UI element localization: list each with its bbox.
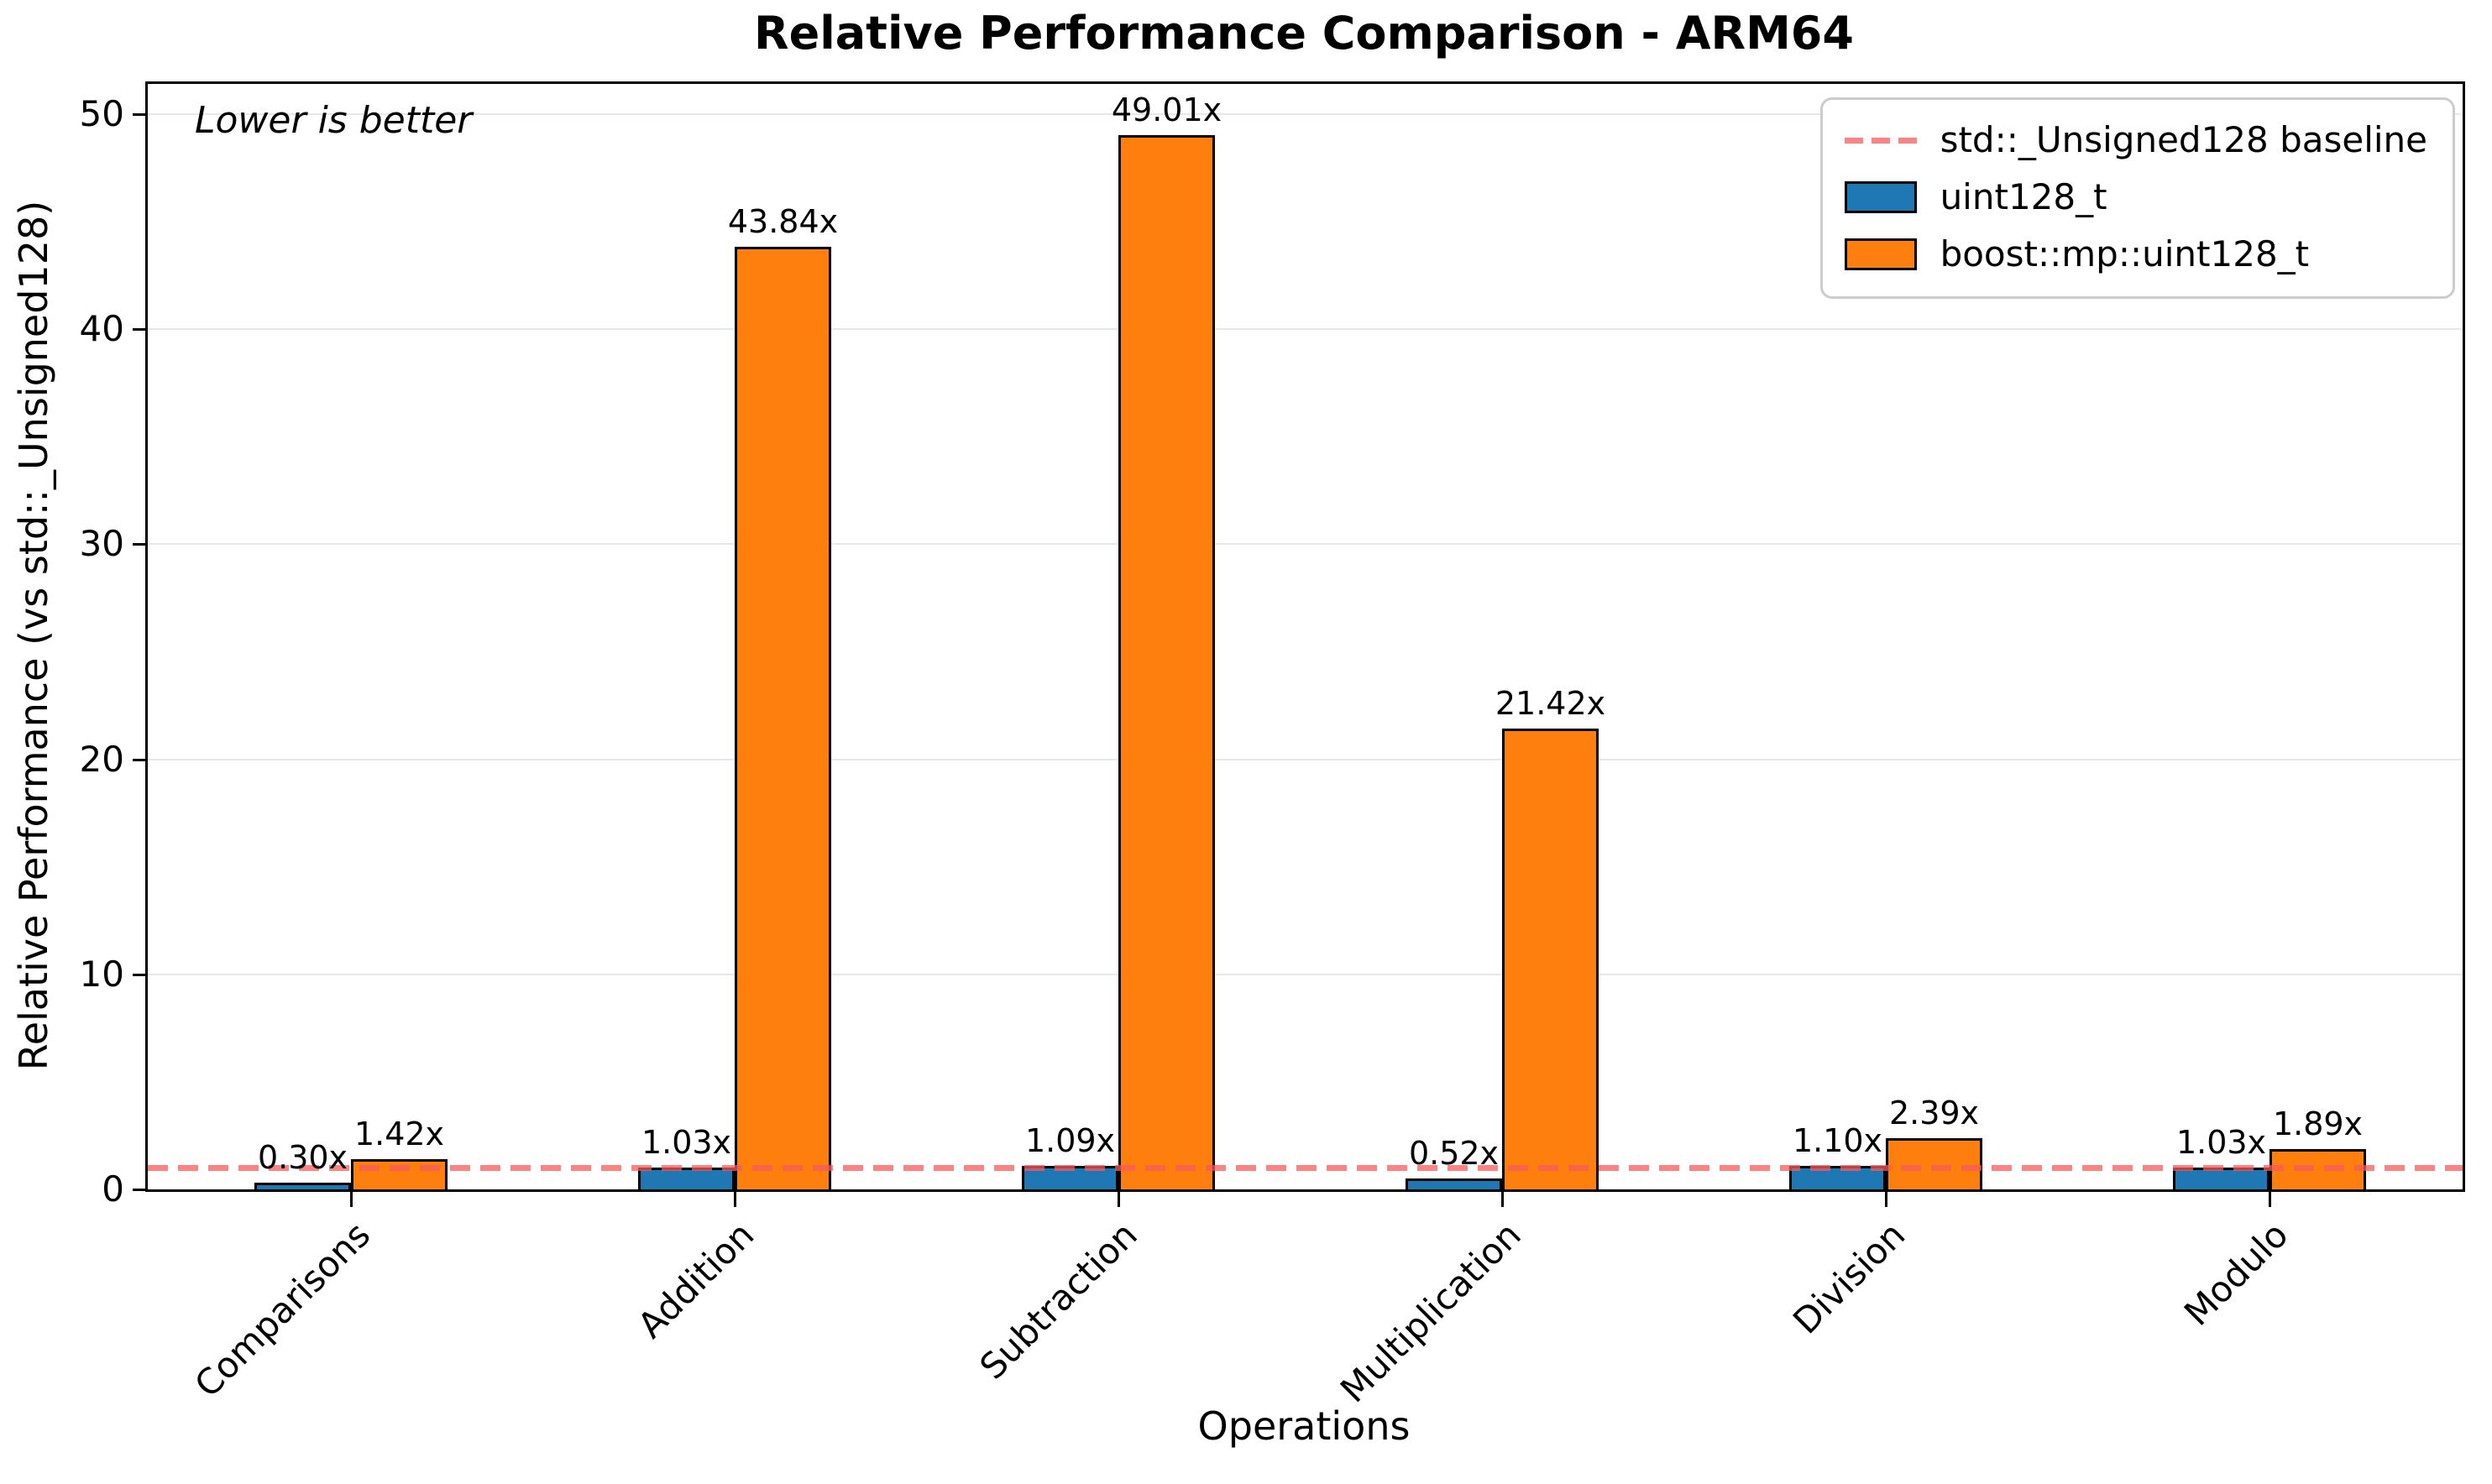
y-tick (133, 973, 148, 976)
y-tick (133, 758, 148, 761)
legend-item: std::_Unsigned128 baseline (1844, 118, 2427, 162)
x-tick (1885, 1192, 1887, 1207)
y-tick (133, 328, 148, 332)
y-tick-label: 50 (79, 92, 124, 134)
bar-value-label: 1.03x (641, 1123, 732, 1161)
x-tick (2269, 1192, 2271, 1207)
y-tick-label: 20 (79, 738, 124, 780)
gridline (148, 543, 2463, 546)
bar-value-label: 43.84x (727, 202, 839, 240)
chart-title: Relative Performance Comparison - ARM64 (754, 7, 1854, 60)
x-tick-label: Division (1784, 1214, 1913, 1342)
bar-value-label: 49.01x (1111, 91, 1222, 129)
x-tick (734, 1192, 736, 1207)
legend-item: boost::mp::uint128_t (1844, 233, 2427, 276)
x-tick-label: Comparisons (186, 1214, 378, 1406)
x-tick (350, 1192, 353, 1207)
gridline (148, 112, 2463, 115)
bar-value-label: 21.42x (1495, 685, 1606, 723)
gridline (148, 328, 2463, 331)
gridline (148, 973, 2463, 975)
x-tick-label: Addition (629, 1214, 762, 1346)
y-tick-label: 10 (79, 953, 124, 995)
y-tick (133, 112, 148, 116)
y-tick-label: 40 (79, 308, 124, 350)
y-tick (133, 543, 148, 546)
bar-value-label: 1.89x (2272, 1105, 2364, 1142)
bar-boost-mp-uint128_t (1118, 135, 1215, 1189)
x-tick (1501, 1192, 1504, 1207)
bar-value-label: 1.09x (1024, 1122, 1116, 1160)
bar-boost-mp-uint128_t (351, 1158, 448, 1189)
legend-baseline-dash-icon (1844, 137, 1917, 144)
bar-value-label: 1.03x (2175, 1123, 2267, 1161)
bar-value-label: 2.39x (1888, 1094, 1980, 1131)
bar-boost-mp-uint128_t (1502, 729, 1599, 1189)
x-tick-label: Subtraction (971, 1214, 1145, 1387)
legend-item: uint128_t (1844, 175, 2427, 219)
annotation-lower-is-better: Lower is better (195, 99, 473, 142)
x-tick-label: Multiplication (1332, 1214, 1529, 1411)
y-tick-label: 0 (102, 1168, 124, 1210)
x-tick-label: Modulo (2176, 1214, 2296, 1334)
y-tick-label: 30 (79, 523, 124, 565)
y-tick (133, 1189, 148, 1191)
baseline-dashed-line (148, 1165, 2463, 1172)
bar-value-label: 0.52x (1408, 1134, 1500, 1172)
legend-item-label: uint128_t (1940, 176, 2107, 217)
legend-item-label: boost::mp::uint128_t (1940, 233, 2310, 274)
bar-uint128_t (254, 1183, 351, 1189)
bar-uint128_t (1406, 1178, 1502, 1189)
legend-item-label: std::_Unsigned128 baseline (1940, 119, 2427, 160)
bar-boost-mp-uint128_t (735, 246, 831, 1189)
legend-swatch-boost-mp-uint128_t (1844, 238, 1917, 270)
x-axis-label: Operations (1197, 1403, 1411, 1449)
legend-swatch-uint128_t (1844, 181, 1917, 213)
gridline (148, 758, 2463, 760)
x-tick (1118, 1192, 1120, 1207)
bar-boost-mp-uint128_t (1886, 1137, 1982, 1189)
bar-value-label: 1.10x (1792, 1121, 1883, 1159)
bar-value-label: 0.30x (257, 1139, 348, 1177)
bar-value-label: 1.42x (353, 1115, 445, 1152)
